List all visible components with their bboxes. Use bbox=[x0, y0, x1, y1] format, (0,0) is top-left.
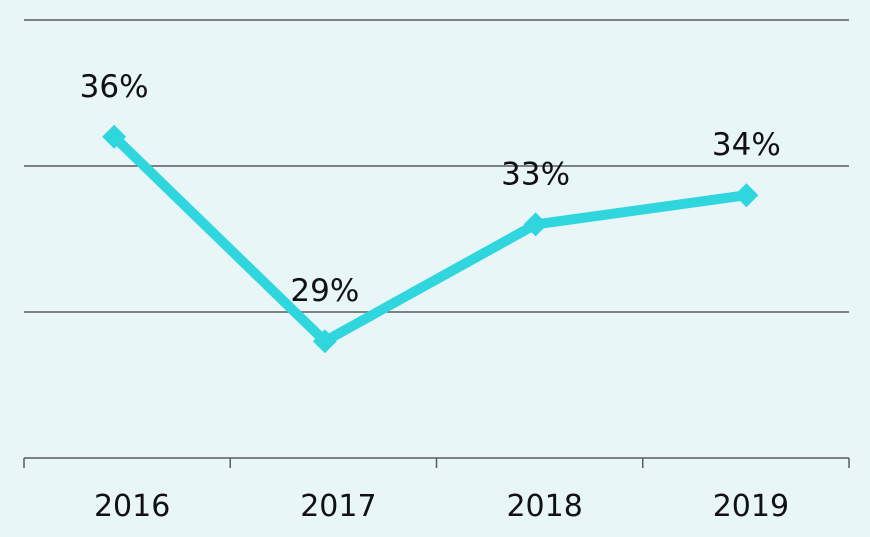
data-point bbox=[102, 124, 127, 149]
series bbox=[102, 124, 759, 354]
data-label: 33% bbox=[501, 156, 570, 192]
x-axis: 2016 2017 2018 2019 bbox=[23, 457, 850, 524]
data-point bbox=[734, 183, 759, 208]
data-label: 36% bbox=[80, 69, 149, 105]
x-tick-label: 2018 bbox=[506, 489, 582, 524]
data-label: 29% bbox=[290, 273, 359, 309]
series-line bbox=[110, 133, 748, 348]
gridlines bbox=[24, 19, 849, 313]
data-point bbox=[523, 212, 548, 237]
data-label: 34% bbox=[712, 127, 781, 163]
data-labels: 36% 29% 33% 34% bbox=[80, 69, 781, 309]
x-tick-label: 2019 bbox=[713, 489, 789, 524]
x-tick-label: 2017 bbox=[300, 489, 376, 524]
data-point bbox=[312, 329, 337, 354]
x-tick-label: 2016 bbox=[94, 489, 170, 524]
